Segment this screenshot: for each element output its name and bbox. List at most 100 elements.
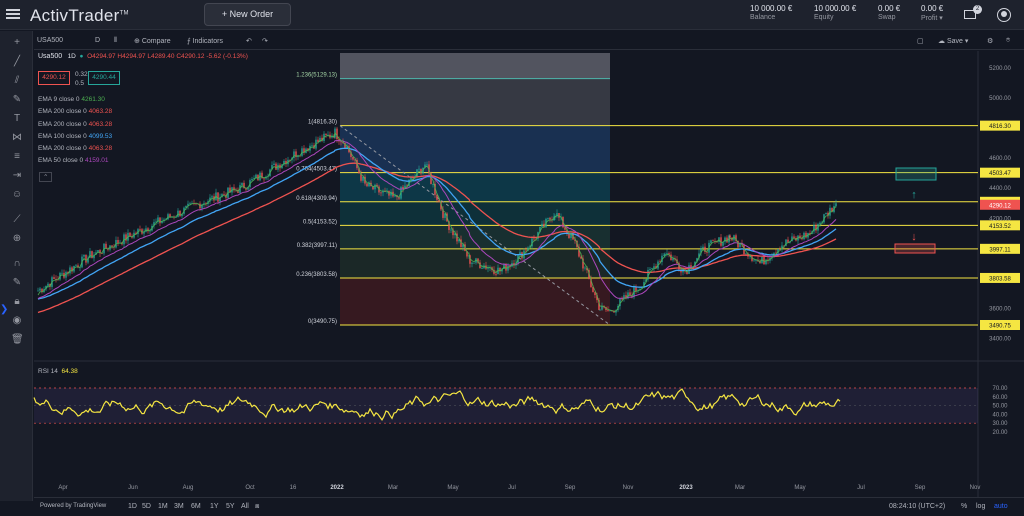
- emoji-icon[interactable]: ☺: [11, 189, 23, 200]
- top-bar: ActivTraderTM + New Order 10 000.00 € Bal…: [0, 0, 1024, 30]
- screenshot-icon[interactable]: ⌾: [1006, 37, 1011, 44]
- eye-icon[interactable]: ◉: [12, 315, 22, 326]
- symbol-search[interactable]: USA500: [37, 37, 64, 44]
- lock-icon[interactable]: 🔒︎: [14, 296, 20, 307]
- candle-body: [275, 163, 277, 170]
- timeframe-1d[interactable]: 1D: [128, 503, 137, 510]
- candle-body: [157, 217, 159, 222]
- candle-body: [543, 223, 545, 228]
- lock-drawings-icon[interactable]: ✎: [12, 277, 22, 288]
- pattern-icon[interactable]: ⋈: [12, 132, 22, 143]
- ema-legend-item[interactable]: EMA 200 close 0 4063.28: [38, 108, 113, 116]
- candle-body: [97, 250, 99, 253]
- candle-body: [424, 164, 426, 168]
- candle-body: [783, 245, 785, 247]
- candle-body: [155, 221, 157, 223]
- magnet-icon[interactable]: ∩: [13, 258, 21, 269]
- fullscreen-icon[interactable]: ▢: [917, 38, 924, 45]
- prediction-icon[interactable]: ⇥: [12, 170, 22, 181]
- candle-body: [352, 157, 354, 160]
- fib-retracement-icon[interactable]: ≡: [14, 151, 20, 162]
- candle-body: [497, 267, 499, 275]
- candle-body: [135, 232, 137, 234]
- candle-body: [753, 260, 755, 262]
- candle-body: [426, 164, 428, 166]
- candle-body: [420, 168, 422, 174]
- candle-body: [570, 233, 572, 239]
- candle-body: [651, 268, 653, 269]
- trash-icon[interactable]: 🗑︎: [11, 334, 24, 345]
- candle-body: [317, 139, 319, 142]
- undo-icon[interactable]: ↶: [246, 38, 252, 45]
- chart-toolbar: USA500 D ⫴ ⊕ Compare ⨍ Indicators ↶ ↷ ▢ …: [34, 33, 1024, 50]
- log-toggle[interactable]: log: [976, 503, 986, 510]
- hamburger-menu-icon[interactable]: [6, 9, 20, 20]
- percent-toggle[interactable]: %: [961, 503, 968, 510]
- compare-button[interactable]: ⊕ Compare: [134, 38, 171, 45]
- sell-price-box[interactable]: 4290.12: [38, 71, 70, 85]
- parallel-channel-icon[interactable]: ⫽: [14, 75, 20, 86]
- user-avatar-icon[interactable]: [997, 8, 1011, 22]
- ohlc-legend: Usa500 1D ● O4294.97 H4294.97 L4289.40 C…: [38, 53, 248, 60]
- ema-legend-item[interactable]: EMA 100 close 0 4099.53: [38, 132, 113, 140]
- candle-body: [55, 278, 57, 280]
- ema-legend-item[interactable]: EMA 9 close 0 4261.30: [38, 96, 105, 103]
- zoom-in-icon[interactable]: ⊕: [12, 233, 22, 244]
- interval-selector[interactable]: D: [95, 37, 101, 44]
- candle-body: [223, 194, 225, 195]
- candle-body: [513, 263, 515, 266]
- brush-icon[interactable]: ✎: [12, 94, 22, 105]
- price-chart[interactable]: 1.236(5129.13) 1(4816.30) 4816.30 0.764(450…: [0, 0, 1024, 497]
- candle-body: [283, 160, 285, 165]
- candle-body: [704, 246, 706, 252]
- save-button[interactable]: ☁ Save ▾: [938, 38, 969, 45]
- collapse-panel-icon[interactable]: ❯: [0, 304, 9, 315]
- ema-50-line: [37, 139, 837, 300]
- candle-body: [45, 285, 47, 290]
- indicators-button[interactable]: ⨍ Indicators: [187, 38, 223, 45]
- timeframe-1y[interactable]: 1Y: [210, 503, 219, 510]
- candle-body: [147, 228, 149, 232]
- ruler-icon[interactable]: ⟋: [13, 214, 21, 225]
- candle-body: [690, 265, 692, 269]
- time-axis-tick: Sep: [915, 485, 926, 491]
- new-order-button[interactable]: + New Order: [204, 3, 291, 26]
- candle-body: [211, 196, 213, 198]
- timeframe-all[interactable]: All: [241, 503, 249, 510]
- ema-100-line: [37, 147, 837, 300]
- timeframe-3m[interactable]: 3M: [174, 503, 184, 510]
- calendar-icon[interactable]: ⧈: [255, 503, 260, 510]
- timeframe-6m[interactable]: 6M: [191, 503, 201, 510]
- candle-body: [410, 177, 412, 180]
- fib-price-tag-label: 3997.11: [989, 247, 1011, 253]
- legend-collapse-icon[interactable]: ⌃: [39, 172, 53, 182]
- rsi-axis-tick: 40.00: [992, 412, 1008, 418]
- bar-style-icon[interactable]: ⫴: [114, 37, 117, 44]
- trendline-icon[interactable]: ╱: [13, 56, 21, 67]
- auto-toggle[interactable]: auto: [994, 503, 1008, 510]
- candle-body: [404, 185, 406, 189]
- redo-icon[interactable]: ↷: [262, 38, 268, 45]
- candle-body: [584, 267, 586, 269]
- profit-block[interactable]: 0.00 € Profit ▾: [921, 4, 944, 22]
- mail-icon[interactable]: 2: [964, 5, 982, 19]
- candle-body: [737, 240, 739, 248]
- buy-price-box[interactable]: 4290.44: [88, 71, 120, 85]
- candle-body: [432, 183, 434, 185]
- candle-body: [346, 146, 348, 149]
- timeframe-5d[interactable]: 5D: [142, 503, 151, 510]
- rsi-legend: RSI 14 64.38: [38, 368, 78, 375]
- powered-by-link[interactable]: Powered by TradingView: [40, 503, 107, 509]
- ema-legend-item[interactable]: EMA 200 close 0 4063.28: [38, 120, 113, 128]
- candle-body: [360, 173, 362, 181]
- settings-icon[interactable]: ⚙: [987, 38, 994, 45]
- candle-body: [366, 183, 368, 187]
- ema-legend-item[interactable]: EMA 200 close 0 4063.28: [38, 145, 113, 153]
- candle-body: [686, 271, 688, 274]
- text-icon[interactable]: T: [13, 113, 21, 124]
- timeframe-5y[interactable]: 5Y: [226, 503, 235, 510]
- ema-legend-item[interactable]: EMA 50 close 0 4159.01: [38, 157, 109, 165]
- timeframe-1m[interactable]: 1M: [158, 503, 168, 510]
- crosshair-icon[interactable]: +: [14, 37, 20, 48]
- candle-body: [255, 174, 257, 179]
